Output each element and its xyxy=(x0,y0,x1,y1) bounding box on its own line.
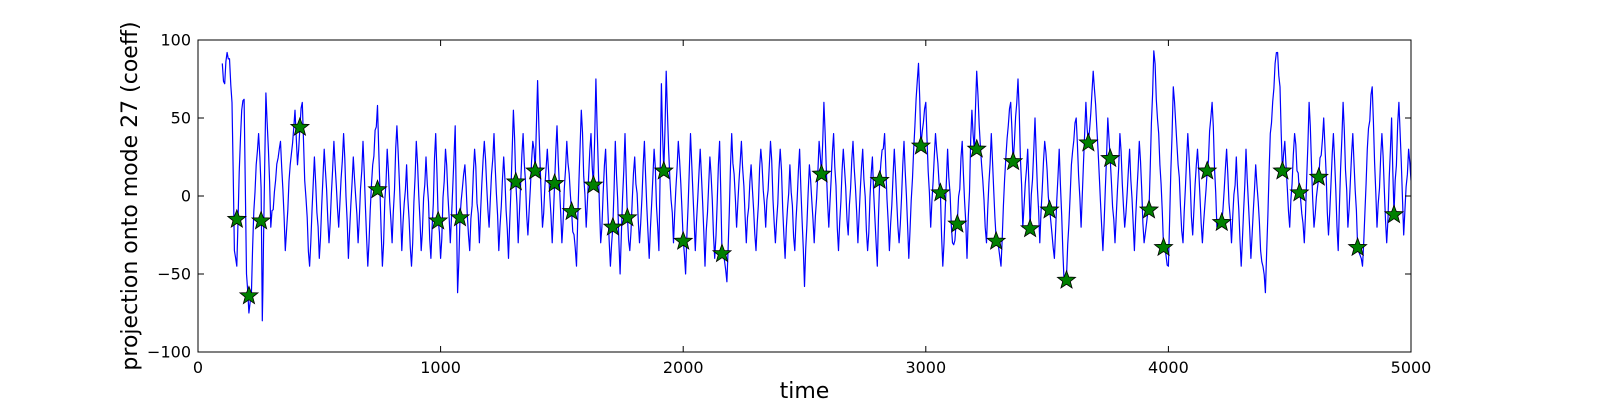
star-marker xyxy=(238,285,260,305)
star-marker xyxy=(1289,182,1310,202)
star-marker xyxy=(544,172,565,193)
star-marker xyxy=(505,171,526,191)
y-axis-label: projection onto mode 27 (coeff) xyxy=(118,21,143,370)
star-marker xyxy=(1078,132,1099,152)
star-marker xyxy=(1153,236,1174,257)
star-marker xyxy=(653,160,674,180)
star-marker xyxy=(966,138,987,158)
y-tick-label: −50 xyxy=(157,265,191,284)
star-marker xyxy=(1019,218,1041,238)
star-marker xyxy=(250,210,272,230)
star-markers xyxy=(226,116,1405,305)
x-tick-label: 2000 xyxy=(663,358,704,377)
x-tick-label: 4000 xyxy=(1148,358,1189,377)
star-marker xyxy=(1138,199,1160,219)
x-tick-label: 0 xyxy=(193,358,203,377)
star-marker xyxy=(602,216,623,236)
star-marker xyxy=(1100,147,1121,168)
y-tick-label: 50 xyxy=(171,109,191,128)
star-marker xyxy=(617,207,638,227)
star-marker xyxy=(1056,269,1077,289)
x-tick-label: 5000 xyxy=(1391,358,1432,377)
star-marker xyxy=(811,163,832,183)
star-marker xyxy=(986,230,1007,250)
star-marker xyxy=(1383,204,1405,224)
x-axis-label: time xyxy=(780,379,830,400)
y-tick-label: 0 xyxy=(181,187,191,206)
star-marker xyxy=(226,208,247,229)
star-marker xyxy=(1308,166,1329,186)
y-tick-label: 100 xyxy=(160,31,191,50)
star-marker xyxy=(1003,151,1024,171)
star-marker xyxy=(449,207,471,227)
star-marker xyxy=(673,230,694,250)
x-tick-label: 1000 xyxy=(420,358,461,377)
star-marker xyxy=(711,243,733,263)
star-marker xyxy=(289,116,311,136)
star-marker xyxy=(869,169,890,190)
star-marker xyxy=(428,210,449,230)
series-line xyxy=(221,50,1411,322)
star-marker xyxy=(1197,160,1218,180)
star-marker xyxy=(1272,160,1293,180)
star-marker xyxy=(910,135,932,155)
star-marker xyxy=(1039,199,1060,219)
star-marker xyxy=(947,213,968,233)
star-marker xyxy=(930,182,951,202)
x-tick-label: 3000 xyxy=(905,358,946,377)
star-marker xyxy=(367,179,388,199)
star-marker xyxy=(1347,236,1368,257)
star-marker xyxy=(583,174,604,194)
star-marker xyxy=(561,200,582,221)
axis-ticks: 0 1000 2000 3000 4000 5000 −100 −50 0 50 100 xyxy=(147,31,1431,378)
star-marker xyxy=(525,160,546,180)
y-tick-label: −100 xyxy=(147,343,191,362)
plot-area xyxy=(221,50,1411,322)
star-marker xyxy=(1211,211,1232,232)
